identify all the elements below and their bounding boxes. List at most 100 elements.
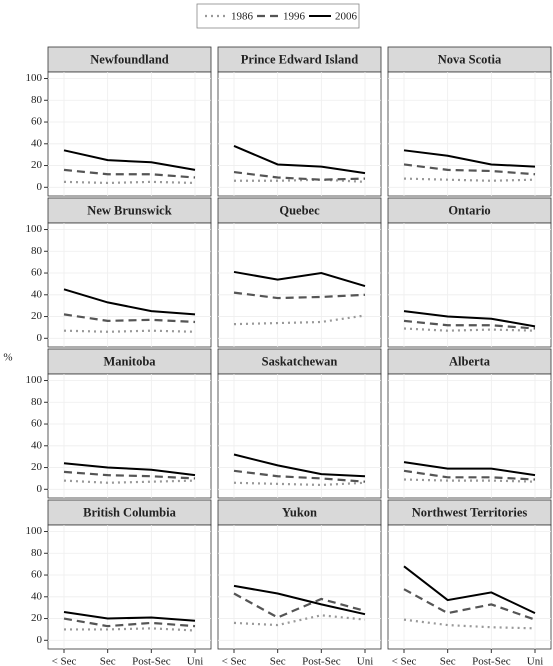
y-tick-label: 60 bbox=[31, 569, 43, 581]
y-tick-label: 40 bbox=[31, 137, 43, 149]
x-tick-label: Post-Sec bbox=[302, 656, 341, 666]
x-tick-label: Sec bbox=[100, 656, 116, 666]
legend-label: 2006 bbox=[335, 11, 358, 23]
strip bbox=[217, 46, 382, 73]
line bbox=[63, 617, 196, 628]
line bbox=[403, 327, 536, 332]
x-tick-label: < Sec bbox=[392, 656, 417, 666]
panel-title: Alberta bbox=[449, 354, 491, 368]
line bbox=[233, 614, 366, 627]
x-tick-label: Sec bbox=[270, 656, 286, 666]
strip bbox=[387, 348, 552, 375]
line bbox=[233, 592, 366, 619]
panel bbox=[217, 222, 382, 348]
y-tick-label: 40 bbox=[31, 288, 43, 300]
y-tick-label: 20 bbox=[31, 159, 43, 171]
line bbox=[63, 313, 196, 324]
line bbox=[233, 291, 366, 300]
legend-label: 1986 bbox=[231, 11, 254, 23]
strip bbox=[47, 46, 212, 73]
y-tick-label: 100 bbox=[26, 72, 43, 84]
y-tick-label: 60 bbox=[31, 116, 43, 128]
y-tick-label: 100 bbox=[26, 525, 43, 537]
line bbox=[403, 461, 536, 477]
line bbox=[233, 314, 366, 326]
strip bbox=[47, 197, 212, 224]
line bbox=[233, 270, 366, 288]
strip bbox=[47, 499, 212, 526]
panel-title: Ontario bbox=[448, 203, 490, 217]
y-axis-label: % bbox=[3, 352, 12, 364]
panel bbox=[217, 373, 382, 499]
y-tick-label: 20 bbox=[31, 461, 43, 473]
y-tick-label: 80 bbox=[31, 547, 43, 559]
line bbox=[403, 588, 536, 621]
line bbox=[233, 481, 366, 487]
line bbox=[233, 170, 366, 181]
y-tick-label: 0 bbox=[37, 634, 43, 646]
panel-title: Newfoundland bbox=[90, 52, 169, 66]
x-tick-label: Uni bbox=[357, 656, 374, 666]
x-tick-label: Post-Sec bbox=[132, 656, 171, 666]
line bbox=[234, 178, 366, 183]
panel bbox=[387, 524, 552, 650]
y-tick-label: 40 bbox=[31, 590, 43, 602]
line bbox=[64, 627, 196, 632]
line bbox=[63, 462, 196, 477]
line bbox=[233, 584, 366, 616]
x-tick-label: < Sec bbox=[222, 656, 247, 666]
y-tick-label: 100 bbox=[26, 374, 43, 386]
line bbox=[403, 319, 536, 330]
x-tick-label: Uni bbox=[527, 656, 544, 666]
y-tick-label: 0 bbox=[37, 483, 43, 495]
x-tick-label: Uni bbox=[187, 656, 204, 666]
y-tick-label: 100 bbox=[26, 223, 43, 235]
panel-title: Saskatchewan bbox=[262, 354, 338, 368]
line bbox=[63, 149, 196, 171]
x-tick-label: Post-Sec bbox=[472, 656, 511, 666]
strip bbox=[387, 46, 552, 73]
y-tick-label: 80 bbox=[31, 245, 43, 257]
y-tick-label: 60 bbox=[31, 267, 43, 279]
line bbox=[403, 177, 536, 182]
strip bbox=[217, 197, 382, 224]
y-tick-label: 0 bbox=[37, 332, 43, 344]
panel-title: New Brunswick bbox=[87, 203, 171, 217]
y-tick-label: 80 bbox=[31, 94, 43, 106]
line bbox=[63, 470, 196, 480]
y-tick-label: 40 bbox=[31, 439, 43, 451]
line bbox=[63, 168, 196, 179]
panel-title: British Columbia bbox=[83, 505, 176, 519]
legend-label: 1996 bbox=[283, 11, 306, 23]
panel bbox=[47, 222, 212, 348]
line bbox=[63, 479, 196, 484]
line bbox=[403, 478, 536, 483]
panel-title: Yukon bbox=[282, 505, 317, 519]
panel-title: Manitoba bbox=[103, 354, 156, 368]
line bbox=[63, 611, 196, 622]
panel-title: Prince Edward Island bbox=[241, 52, 358, 66]
line bbox=[233, 145, 366, 175]
y-tick-label: 60 bbox=[31, 418, 43, 430]
panel-title: Quebec bbox=[279, 203, 320, 217]
y-tick-label: 0 bbox=[37, 181, 43, 193]
x-tick-label: < Sec bbox=[52, 656, 77, 666]
y-tick-label: 20 bbox=[31, 310, 43, 322]
line bbox=[403, 618, 536, 630]
line bbox=[63, 288, 196, 316]
line bbox=[403, 565, 536, 615]
line bbox=[403, 310, 536, 328]
panel-title: Nova Scotia bbox=[438, 52, 502, 66]
line bbox=[63, 329, 196, 333]
line bbox=[403, 149, 536, 168]
x-tick-label: Sec bbox=[440, 656, 456, 666]
strip bbox=[387, 499, 552, 526]
line bbox=[403, 469, 536, 481]
line bbox=[233, 453, 366, 478]
panel bbox=[47, 524, 212, 650]
y-tick-label: 80 bbox=[31, 396, 43, 408]
panel bbox=[387, 71, 552, 197]
panel bbox=[217, 71, 382, 197]
line bbox=[233, 469, 366, 483]
